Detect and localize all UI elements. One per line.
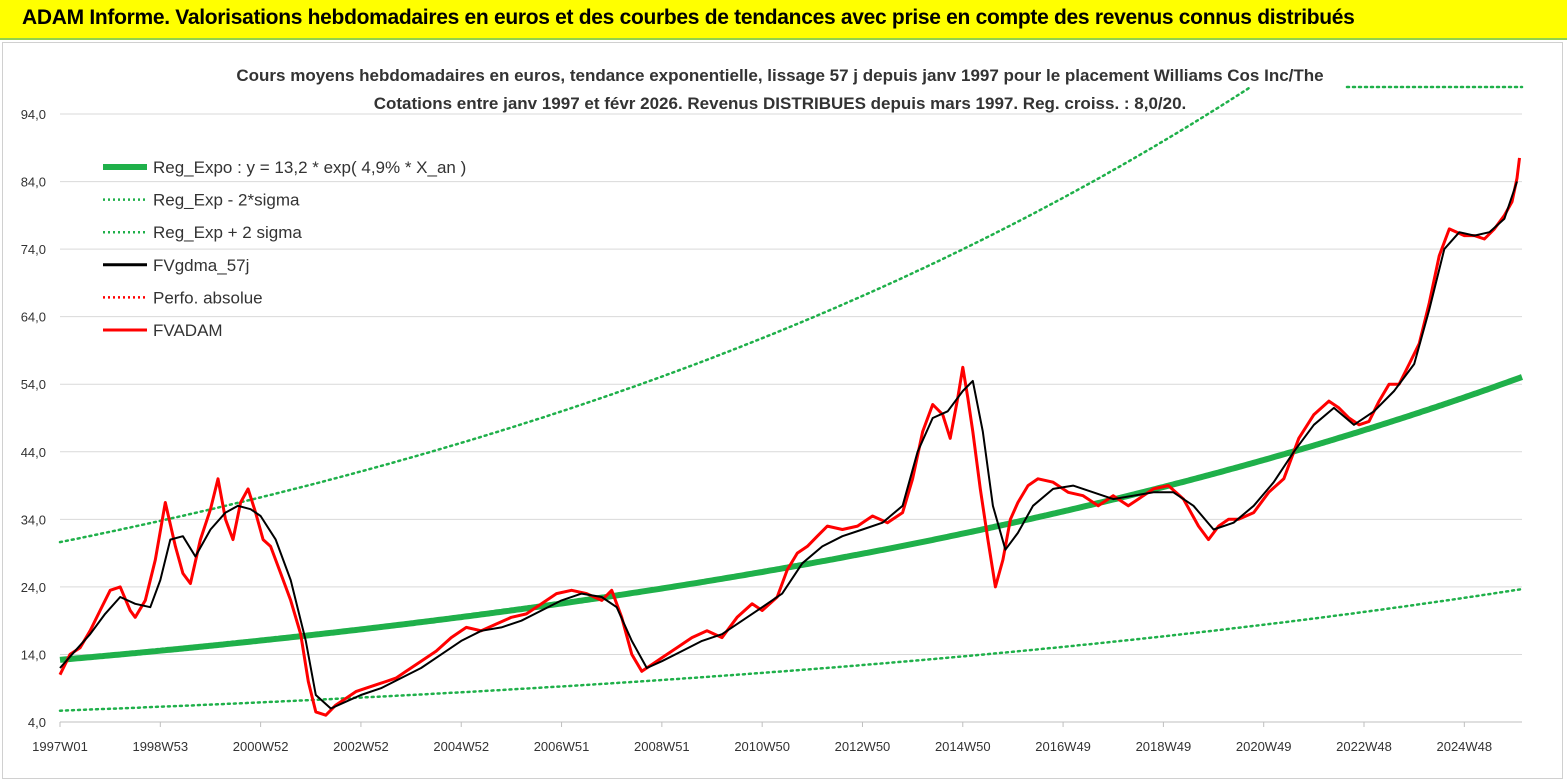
- y-tick-label: 94,0: [21, 107, 46, 122]
- x-tick-label: 2010W50: [734, 739, 790, 754]
- x-tick-label: 2018W49: [1136, 739, 1192, 754]
- x-tick-label: 2024W48: [1436, 739, 1492, 754]
- x-tick-label: 1997W01: [32, 739, 88, 754]
- x-tick-label: 2022W48: [1336, 739, 1392, 754]
- x-tick-label: 2000W52: [233, 739, 289, 754]
- chart-legend: Reg_Expo : y = 13,2 * exp( 4,9% * X_an )…: [103, 158, 466, 340]
- y-tick-label: 84,0: [21, 175, 46, 190]
- y-tick-label: 54,0: [21, 377, 46, 392]
- y-tick-label: 4,0: [28, 715, 46, 730]
- grid-layer: [60, 113, 1522, 723]
- legend-label: Reg_Exp + 2 sigma: [153, 223, 302, 242]
- series-layer: [58, 85, 1524, 717]
- page-title: ADAM Informe. Valorisations hebdomadaire…: [22, 6, 1355, 29]
- legend-label: Reg_Expo : y = 13,2 * exp( 4,9% * X_an ): [153, 158, 466, 177]
- y-tick-label: 64,0: [21, 310, 46, 325]
- series-reg-expo: [59, 374, 1524, 663]
- header-bar: ADAM Informe. Valorisations hebdomadaire…: [0, 0, 1567, 40]
- x-tick-label: 2020W49: [1236, 739, 1292, 754]
- series-fvgdma-57j: [59, 181, 1518, 710]
- x-tick-label: 2012W50: [835, 739, 891, 754]
- x-tick-label: 2014W50: [935, 739, 991, 754]
- series-reg-exp-minus-2-sigma: [58, 587, 1524, 712]
- chart-title-line-1: Cours moyens hebdomadaires en euros, ten…: [236, 66, 1323, 85]
- chart-frame: [2, 42, 1563, 779]
- chart-title-line-2: Cotations entre janv 1997 et févr 2026. …: [374, 94, 1187, 113]
- legend-label: FVADAM: [153, 321, 223, 340]
- x-tick-label: 2002W52: [333, 739, 389, 754]
- y-tick-label: 44,0: [21, 445, 46, 460]
- x-tick-label: 2008W51: [634, 739, 690, 754]
- y-tick-label: 14,0: [21, 647, 46, 662]
- legend-label: FVgdma_57j: [153, 256, 249, 275]
- x-tick-label: 1998W53: [132, 739, 188, 754]
- legend-label: Perfo. absolue: [153, 288, 263, 307]
- x-tick-label: 2004W52: [433, 739, 489, 754]
- series-fvadam: [58, 157, 1521, 717]
- bottom-strip: [0, 779, 1567, 783]
- x-tick-label: 2016W49: [1035, 739, 1091, 754]
- y-tick-label: 34,0: [21, 512, 46, 527]
- axis-layer: 4,0 14,0 24,0 34,0 44,0 54,0 64,0 74,0 84,0 94,0 1…: [21, 107, 1522, 754]
- chart-title: Cours moyens hebdomadaires en euros, ten…: [236, 66, 1323, 113]
- x-tick-label: 2006W51: [534, 739, 590, 754]
- y-tick-label: 74,0: [21, 242, 46, 257]
- series-reg-exp-plus-2-sigma: [58, 85, 1253, 544]
- y-tick-label: 24,0: [21, 580, 46, 595]
- legend-label: Reg_Exp - 2*sigma: [153, 191, 300, 210]
